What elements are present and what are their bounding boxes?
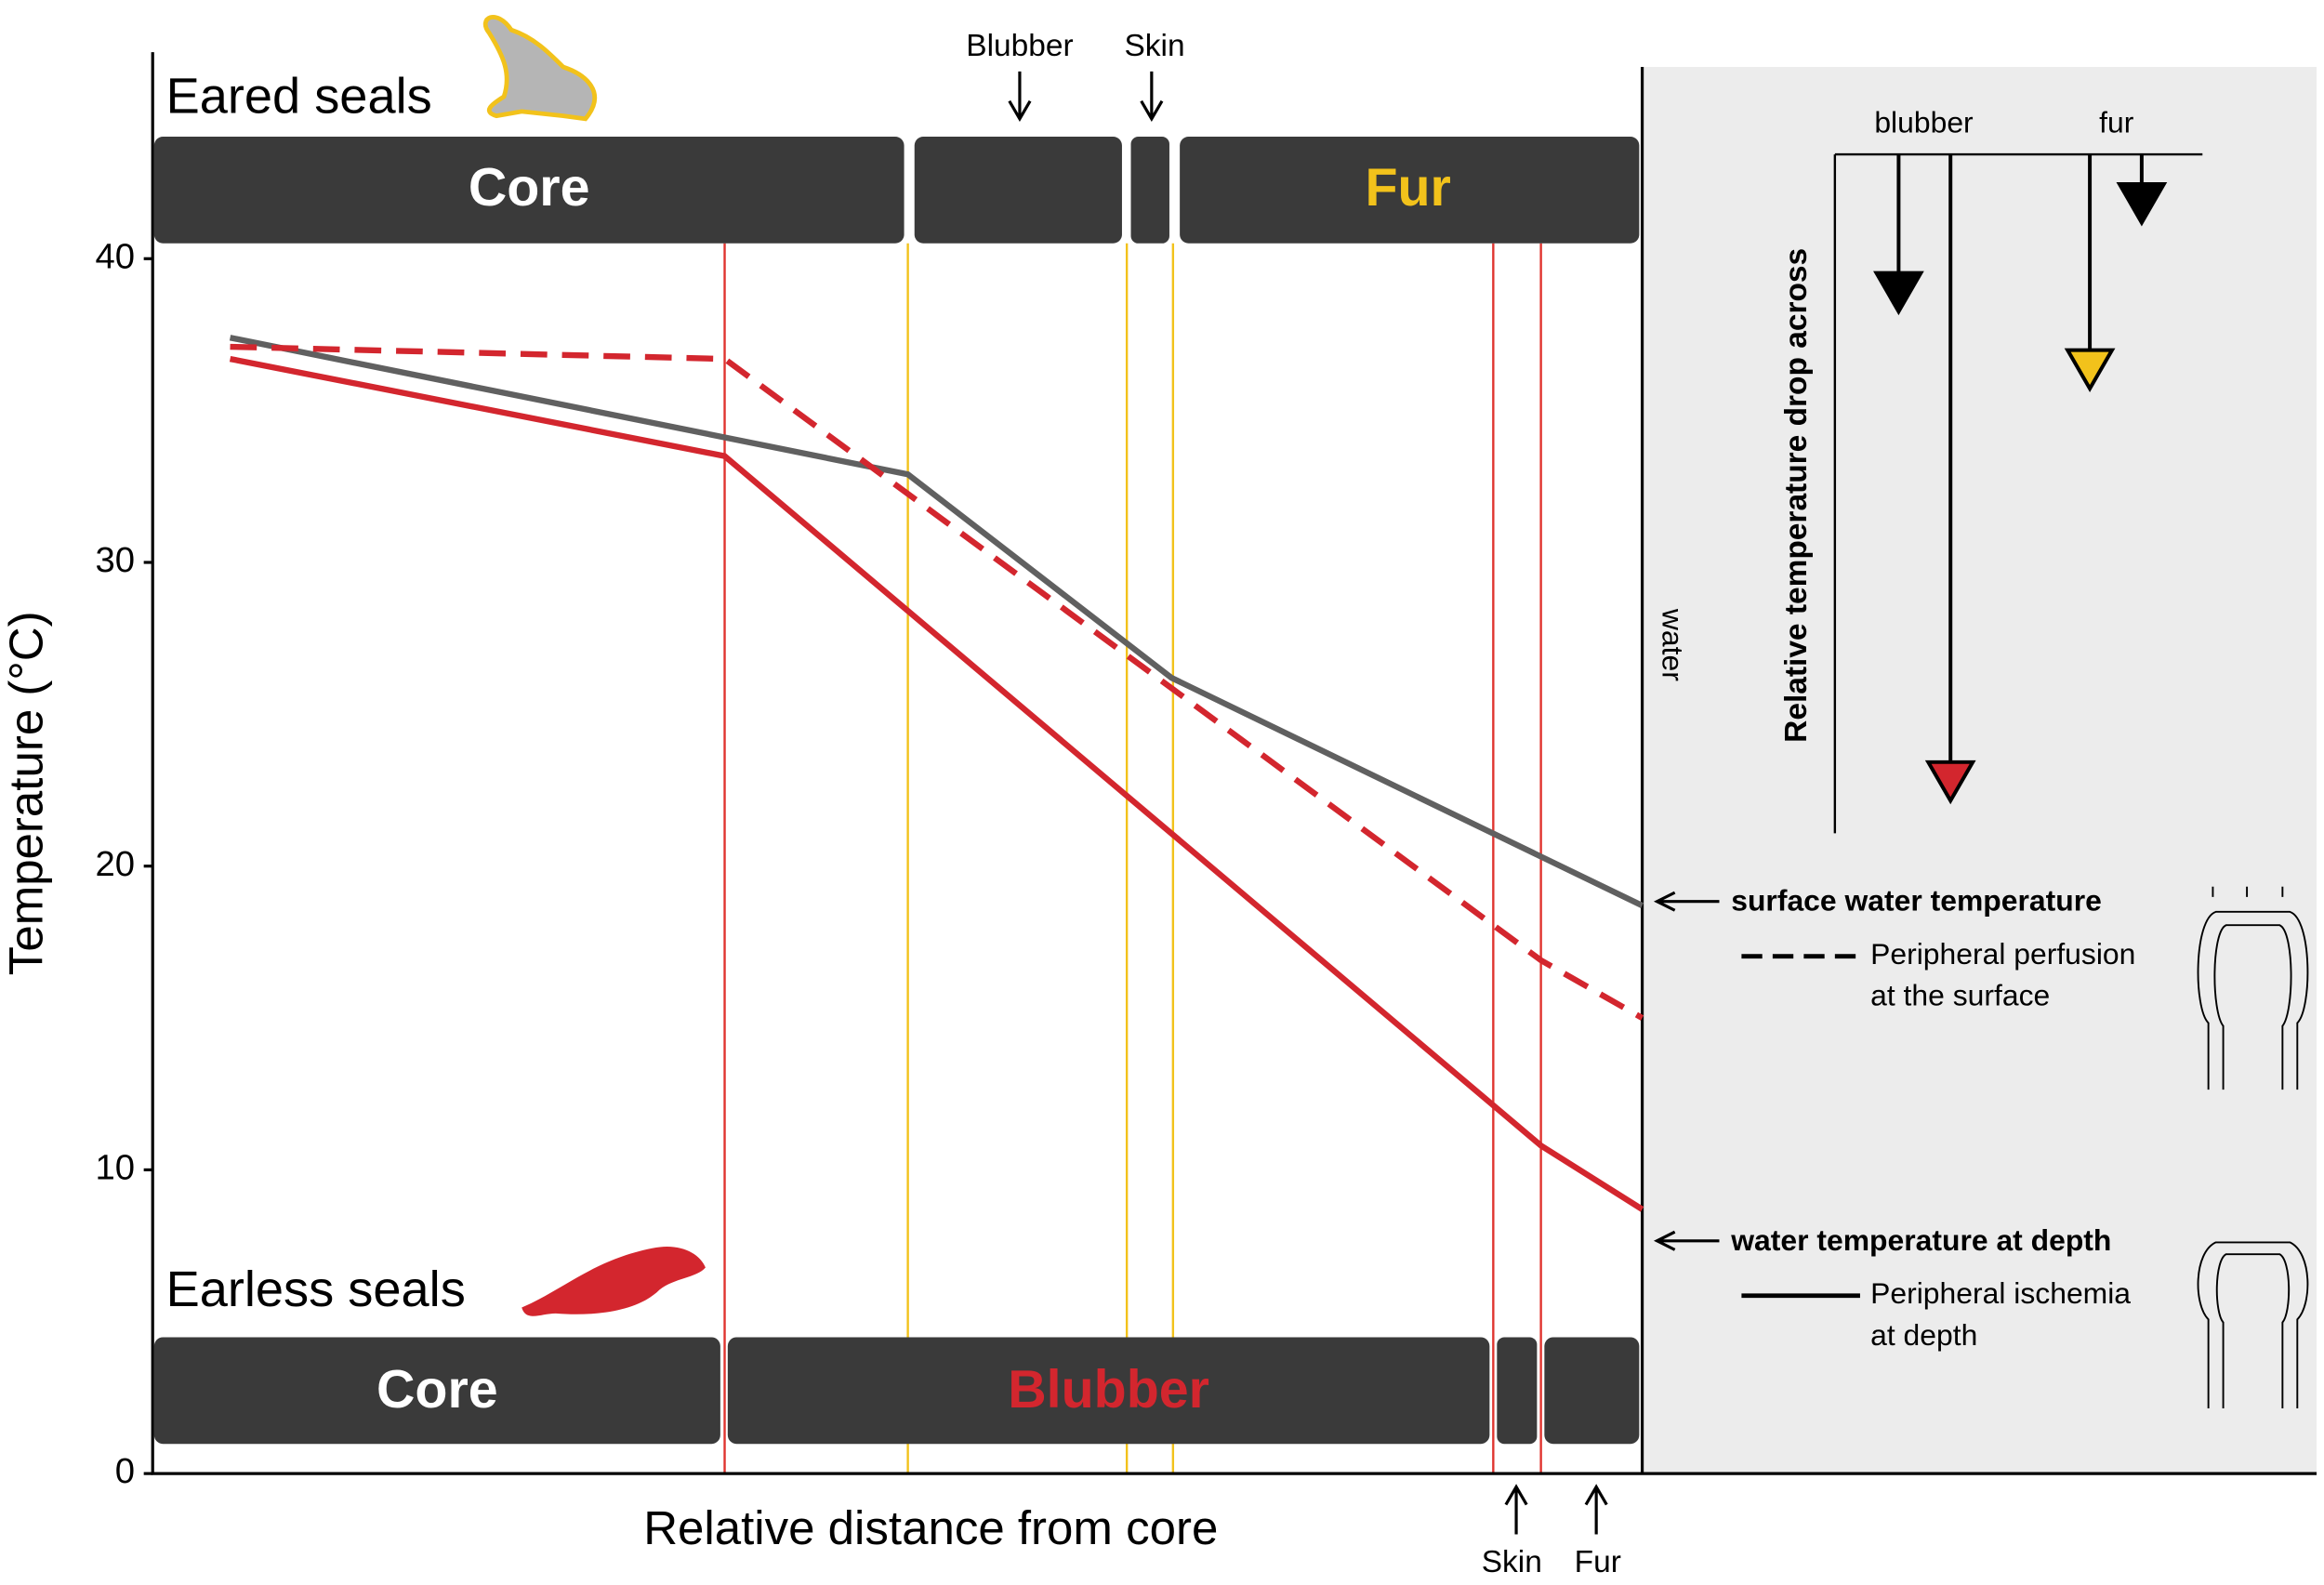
eared-label: Eared seals	[166, 68, 432, 124]
surface-line1: Peripheral perfusion	[1870, 937, 2135, 971]
water-arrows	[1653, 891, 1720, 1251]
y-tick-label: 10	[96, 1148, 136, 1188]
earless-blubber-label: Blubber	[1008, 1360, 1209, 1420]
eared-fur-bar	[1180, 136, 1640, 244]
earless-seal-icon	[522, 1246, 706, 1316]
earless-blubber-bar	[727, 1337, 1490, 1445]
temperature-line	[230, 343, 1644, 1021]
earless-label: Earless seals	[166, 1261, 466, 1317]
vessel-icons	[2197, 886, 2309, 1408]
blubber-annotation: Blubber	[966, 29, 1073, 63]
earless-skin-bar	[1497, 1337, 1538, 1445]
eared-blubber-bar	[914, 136, 1122, 244]
depth-line1: Peripheral ischemia	[1870, 1276, 2131, 1310]
inset-y-label: Relative temperature drop across	[1779, 248, 1814, 743]
layers	[723, 243, 1542, 1474]
inset-fur: fur	[2099, 106, 2134, 139]
earless-core-label: Core	[376, 1360, 498, 1420]
surface-line2: at the surface	[1870, 979, 2050, 1012]
bottom-arrows	[1504, 1484, 1608, 1535]
water-label: water	[1656, 608, 1689, 681]
surface-label: surface water temperature	[1731, 884, 2102, 918]
y-axis-label: Temperature (°C)	[0, 611, 52, 975]
earless-fur-bar	[1544, 1337, 1640, 1445]
skin-annotation-bottom: Skin	[1482, 1545, 1542, 1579]
temperature-line	[229, 335, 1644, 909]
inset-blubber: blubber	[1874, 106, 1974, 139]
top-arrows	[1008, 71, 1164, 123]
y-tick-label: 0	[115, 1451, 135, 1491]
eared-core-label: Core	[469, 158, 590, 218]
eared-fur-label: Fur	[1365, 158, 1450, 218]
depth-line2: at depth	[1870, 1318, 1977, 1352]
skin-annotation: Skin	[1124, 29, 1184, 63]
water-panel	[1642, 67, 2317, 1474]
y-tick-label: 30	[96, 540, 136, 580]
inset-arrows	[1873, 154, 2168, 805]
temperature-line	[229, 355, 1644, 1212]
earless-core-bar	[153, 1337, 720, 1445]
y-tick-label: 20	[96, 844, 136, 884]
eared-core-bar	[153, 136, 905, 244]
eared-seal-icon	[482, 15, 598, 122]
depth-label: water temperature at depth	[1730, 1223, 2111, 1257]
eared-skin-bar	[1130, 136, 1169, 244]
x-axis-label: Relative distance from core	[643, 1501, 1218, 1554]
fur-annotation-bottom: Fur	[1575, 1545, 1621, 1579]
y-tick-label: 40	[96, 236, 136, 276]
